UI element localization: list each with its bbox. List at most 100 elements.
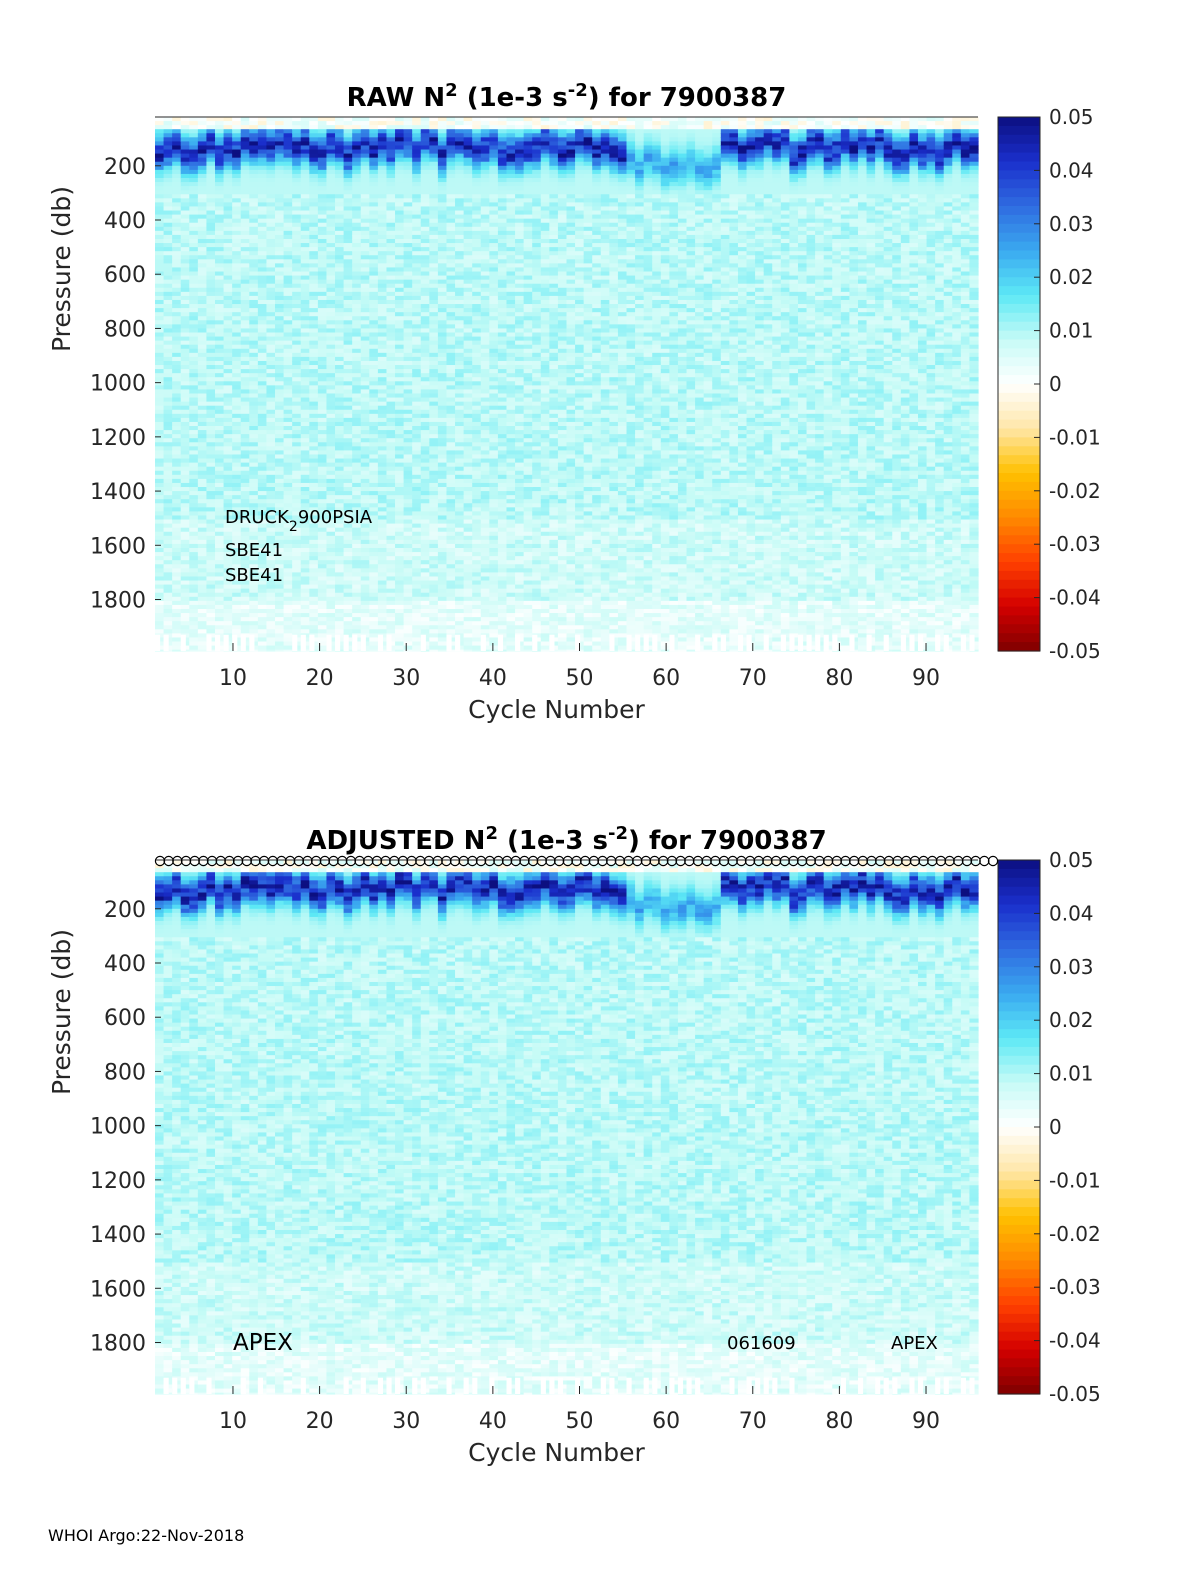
heatmap-cell [257, 401, 268, 407]
heatmap-cell [369, 430, 379, 435]
heatmap-cell [292, 328, 302, 334]
heatmap-cell [223, 230, 233, 236]
heatmap-cell [472, 263, 482, 269]
heatmap-cell [420, 385, 430, 391]
heatmap-cell [429, 149, 439, 155]
heatmap-cell [369, 604, 379, 610]
heatmap-cell [206, 592, 216, 598]
heatmap-cell [437, 381, 448, 386]
heatmap-cell [317, 377, 328, 382]
heatmap-cell [283, 458, 293, 464]
heatmap-cell [455, 177, 465, 183]
heatmap-cell [232, 442, 242, 447]
heatmap-cell [386, 190, 396, 195]
heatmap-cell [360, 385, 370, 391]
heatmap-cell [180, 328, 190, 334]
heatmap-cell [180, 182, 190, 187]
heatmap-cell [463, 210, 473, 216]
heatmap-cell [395, 283, 405, 289]
heatmap-cell [275, 218, 285, 224]
heatmap-cell [292, 629, 302, 634]
heatmap-cell [155, 503, 165, 508]
heatmap-cell [180, 446, 190, 452]
heatmap-cell [369, 133, 379, 138]
heatmap-cell [335, 198, 345, 203]
heatmap-cell [343, 352, 353, 358]
heatmap-cell [335, 279, 345, 285]
heatmap-cell [446, 149, 456, 155]
heatmap-cell [326, 515, 336, 521]
heatmap-cell [266, 641, 276, 647]
heatmap-cell [172, 645, 182, 651]
heatmap-cell [472, 397, 482, 403]
heatmap-cell [429, 515, 439, 521]
heatmap-cell [197, 121, 208, 126]
heatmap-cell [240, 190, 250, 195]
heatmap-cell [395, 153, 405, 159]
heatmap-cell [429, 308, 439, 313]
heatmap-cell [386, 186, 396, 191]
heatmap-cell [386, 426, 396, 431]
heatmap-cell [309, 255, 319, 260]
heatmap-cell [292, 393, 302, 399]
heatmap-cell [249, 531, 259, 537]
heatmap-cell [300, 511, 310, 517]
heatmap-cell [197, 458, 208, 464]
heatmap-cell [420, 377, 430, 382]
heatmap-cell [343, 487, 353, 492]
heatmap-cell [215, 393, 225, 399]
heatmap-cell [369, 332, 379, 338]
heatmap-cell [386, 336, 396, 342]
heatmap-cell [455, 474, 465, 480]
heatmap-cell [335, 271, 345, 277]
heatmap-cell [412, 299, 422, 305]
heatmap-cell [172, 608, 182, 614]
heatmap-cell [369, 182, 379, 187]
heatmap-cell [377, 149, 388, 155]
heatmap-cell [223, 621, 233, 626]
heatmap-cell [283, 482, 293, 488]
heatmap-cell [386, 295, 396, 301]
heatmap-cell [240, 519, 250, 525]
heatmap-cell [197, 365, 208, 370]
heatmap-cell [386, 125, 396, 130]
heatmap-cell [292, 515, 302, 521]
heatmap-cell [412, 454, 422, 460]
heatmap-cell [300, 169, 310, 175]
heatmap-cell [292, 596, 302, 602]
heatmap-cell [326, 608, 336, 614]
heatmap-cell [403, 304, 413, 309]
heatmap-cell [215, 214, 225, 220]
heatmap-cell [446, 271, 456, 277]
heatmap-cell [403, 588, 413, 594]
heatmap-cell [189, 645, 199, 651]
heatmap-cell [369, 157, 379, 163]
heatmap-cell [360, 446, 370, 452]
heatmap-cell [326, 365, 336, 370]
heatmap-cell [420, 243, 430, 248]
heatmap-cell [206, 503, 216, 508]
heatmap-cell [189, 121, 199, 126]
heatmap-cell [395, 613, 405, 618]
heatmap-cell [352, 430, 362, 435]
heatmap-cell [446, 251, 456, 256]
heatmap-cell [455, 535, 465, 541]
heatmap-cell [463, 137, 473, 142]
heatmap-cell [412, 633, 422, 639]
heatmap-cell [369, 434, 379, 439]
heatmap-cell [455, 304, 465, 309]
heatmap-cell [257, 629, 268, 634]
heatmap-cell [455, 543, 465, 549]
heatmap-cell [446, 584, 456, 590]
heatmap-cell [395, 592, 405, 598]
heatmap-cell [180, 218, 190, 224]
heatmap-cell [240, 499, 250, 504]
heatmap-cell [215, 482, 225, 488]
heatmap-cell [463, 458, 473, 464]
heatmap-cell [317, 291, 328, 297]
heatmap-cell [266, 556, 276, 561]
heatmap-cell [412, 279, 422, 285]
heatmap-cell [266, 438, 276, 443]
heatmap-cell [232, 259, 242, 264]
